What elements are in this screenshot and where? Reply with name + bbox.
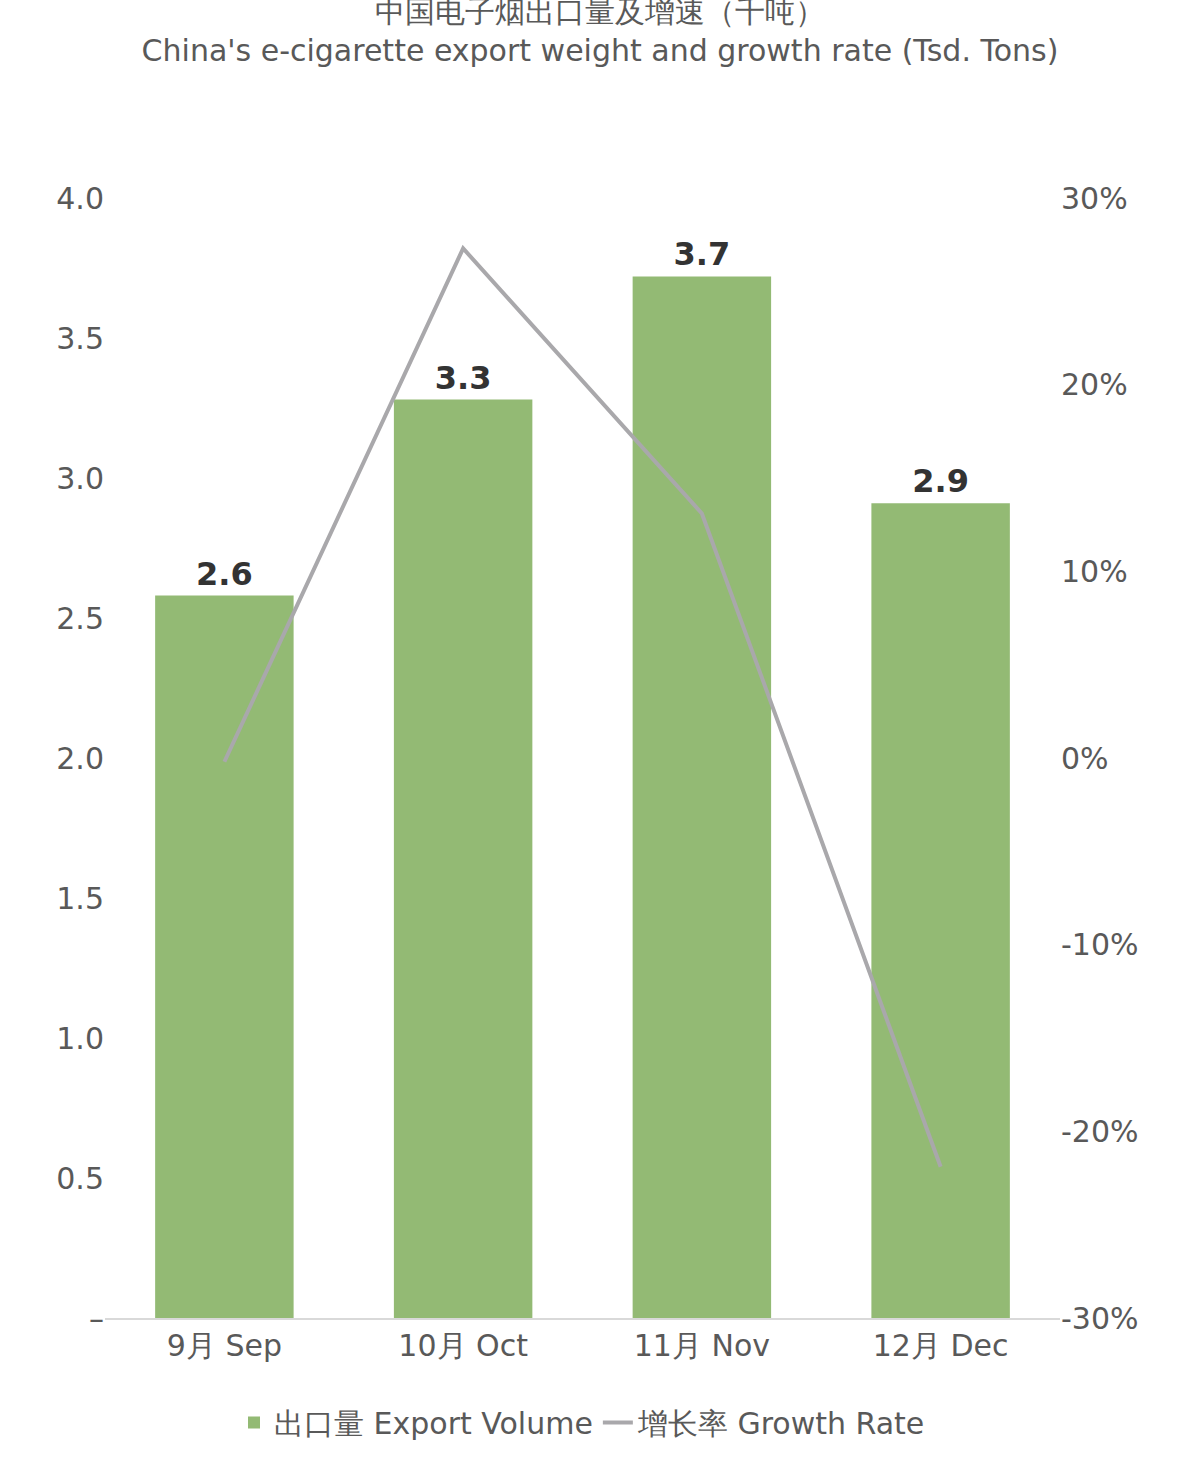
svg-text:1.0: 1.0 <box>56 1021 104 1056</box>
svg-text:1.5: 1.5 <box>56 881 104 916</box>
svg-text:12月 Dec: 12月 Dec <box>873 1328 1009 1363</box>
svg-text:3.3: 3.3 <box>435 359 492 397</box>
svg-text:11月 Nov: 11月 Nov <box>634 1328 770 1363</box>
svg-text:中国电子烟出口量及增速（千吨）China's e-cigar: 中国电子烟出口量及增速（千吨）China's e-cigarette expor… <box>142 0 1059 68</box>
svg-text:0.5: 0.5 <box>56 1161 104 1196</box>
svg-text:3.5: 3.5 <box>56 321 104 356</box>
svg-text:10%: 10% <box>1061 554 1128 589</box>
svg-text:-20%: -20% <box>1061 1114 1139 1149</box>
svg-text:-10%: -10% <box>1061 927 1139 962</box>
svg-text:2.5: 2.5 <box>56 601 104 636</box>
svg-text:增长率 Growth Rate: 增长率 Growth Rate <box>637 1406 924 1441</box>
svg-text:0%: 0% <box>1061 741 1109 776</box>
svg-text:出口量 Export Volume: 出口量 Export Volume <box>274 1406 593 1441</box>
svg-text:9月 Sep: 9月 Sep <box>167 1328 282 1363</box>
svg-text:2.0: 2.0 <box>56 741 104 776</box>
svg-text:30%: 30% <box>1061 181 1128 216</box>
svg-text:2.9: 2.9 <box>912 462 969 500</box>
svg-text:3.0: 3.0 <box>56 461 104 496</box>
svg-text:10月 Oct: 10月 Oct <box>398 1328 528 1363</box>
svg-text:-30%: -30% <box>1061 1301 1139 1336</box>
svg-text:4.0: 4.0 <box>56 181 104 216</box>
svg-text:–: – <box>89 1301 104 1336</box>
svg-text:2.6: 2.6 <box>196 555 253 593</box>
svg-text:20%: 20% <box>1061 367 1128 402</box>
svg-text:3.7: 3.7 <box>674 235 731 273</box>
